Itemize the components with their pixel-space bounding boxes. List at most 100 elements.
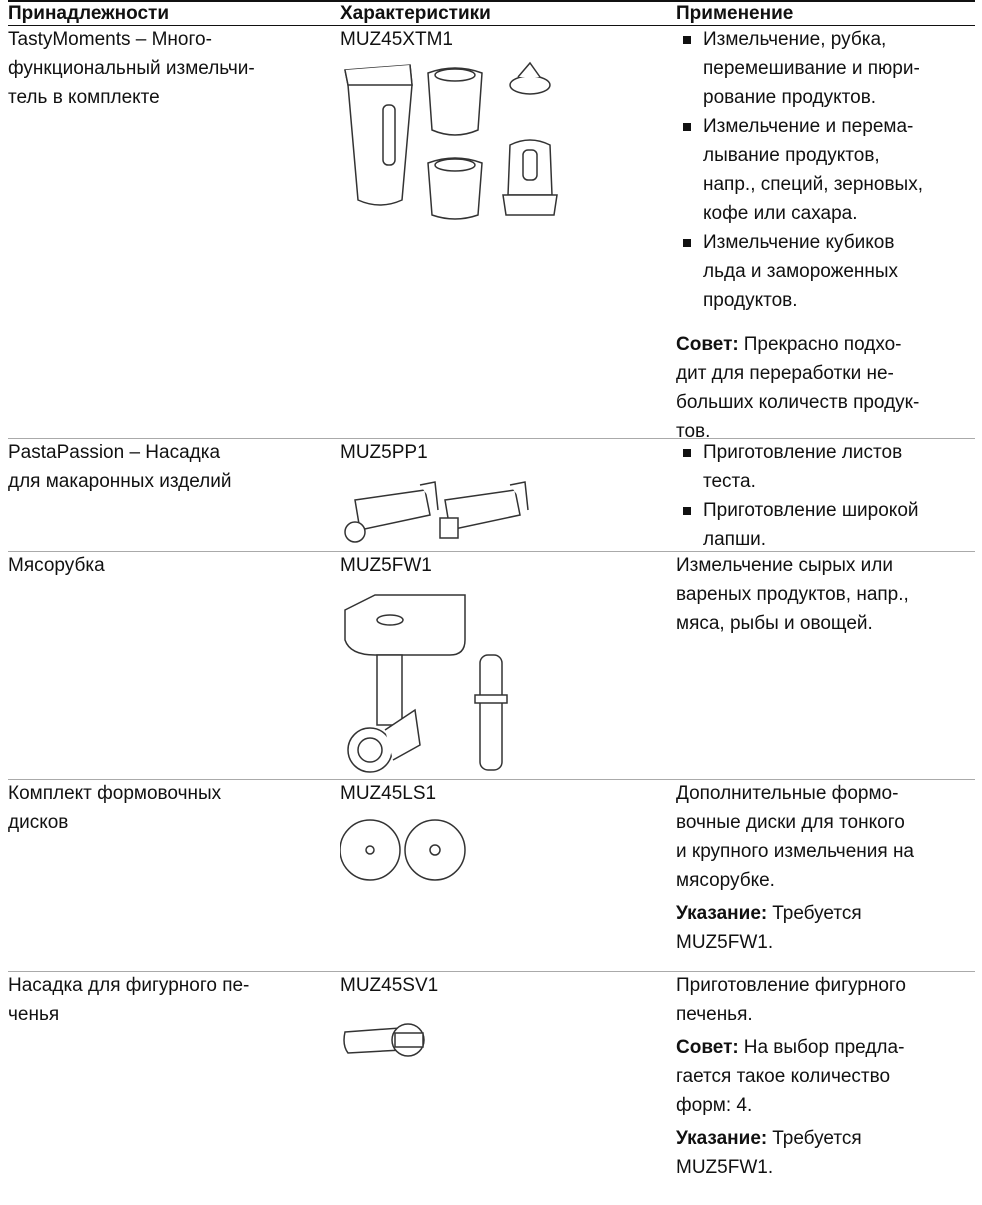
- note-line: тов.: [676, 417, 976, 446]
- bullet-item: Измельчение и перема-лывание продуктов, н…: [676, 112, 976, 228]
- usage-line: вареных продуктов, напр.,: [676, 584, 909, 605]
- accessory-line: Комплект формовочных: [8, 783, 222, 804]
- bullet-item: Измельчение, рубка, перемешивание и пюри-…: [676, 25, 976, 112]
- usage-line: и крупного измельчения на: [676, 841, 915, 862]
- model-cell: MUZ45LS1: [340, 779, 665, 808]
- bullet-line: Измельчение, рубка,: [703, 29, 887, 50]
- discs-image: [340, 819, 466, 881]
- model-number: MUZ45SV1: [340, 975, 439, 996]
- accessory-line: TastyMoments – Много-: [8, 29, 212, 50]
- note-text: дит для переработки не-: [676, 363, 894, 384]
- note-line: больших количеств продук-: [676, 388, 976, 417]
- usage-line: Приготовление фигурного: [676, 975, 906, 996]
- model-cell: MUZ5PP1: [340, 438, 665, 467]
- note-label: Совет:: [676, 334, 739, 355]
- header-text: Характеристики: [340, 3, 491, 24]
- note: Указание: Требуется MUZ5FW1.: [676, 899, 976, 957]
- top-rule: [8, 0, 975, 2]
- accessory-line: дисков: [8, 812, 69, 833]
- accessory-cell: Комплект формовочных дисков: [8, 779, 333, 837]
- accessory-line: PastaPassion – Насадка: [8, 442, 221, 463]
- model-number: MUZ5PP1: [340, 442, 428, 463]
- model-number: MUZ45LS1: [340, 783, 437, 804]
- note-line: MUZ5FW1.: [676, 928, 976, 957]
- row-rule: [8, 438, 975, 439]
- accessory-line: тель в комплекте: [8, 87, 160, 108]
- bullet-line: лывание продуктов,: [703, 145, 880, 166]
- note-line: гается такое количество: [676, 1062, 976, 1091]
- bullet-line: напр., специй, зерновых,: [703, 174, 923, 195]
- bullet-item: Приготовление листов теста.: [676, 438, 976, 496]
- cookie-attachment-image: [343, 1023, 425, 1057]
- bullet-item: Приготовление широкой лапши.: [676, 496, 976, 554]
- header-cell: Применение: [676, 0, 976, 28]
- model-cell: MUZ5FW1: [340, 551, 665, 580]
- accessory-cell: PastaPassion – Насадка для макаронных изд…: [8, 438, 333, 496]
- tastymoments-image: [344, 61, 558, 220]
- usage-line: мясорубке.: [676, 870, 775, 891]
- header-text: Принадлежности: [8, 3, 170, 24]
- note-text: MUZ5FW1.: [676, 1157, 774, 1178]
- note-text: Требуется: [772, 903, 862, 924]
- note-label: Указание:: [676, 1128, 768, 1149]
- accessory-cell: Насадка для фигурного пе-ченья: [8, 971, 333, 1029]
- bullet-line: Измельчение кубиков: [703, 232, 895, 253]
- bullet-line: Приготовление широкой: [703, 500, 919, 521]
- note-line: Совет: На выбор предла-: [676, 1033, 976, 1062]
- usage-cell: Измельчение, рубка, перемешивание и пюри-…: [676, 25, 976, 446]
- bullet-line: лапши.: [703, 529, 767, 550]
- note-text: MUZ5FW1.: [676, 932, 774, 953]
- note-label: Указание:: [676, 903, 768, 924]
- note-text: Требуется: [772, 1128, 862, 1149]
- bullet-item: Измельчение кубиков льда и замороженных пр…: [676, 228, 976, 315]
- usage-cell: Приготовление фигурного печенья. Совет: На …: [676, 971, 976, 1182]
- note-line: MUZ5FW1.: [676, 1153, 976, 1182]
- bullet-line: льда и замороженных: [703, 261, 899, 282]
- model-cell: MUZ45SV1: [340, 971, 665, 1000]
- bullet-line: перемешивание и пюри-: [703, 58, 920, 79]
- usage-line: Измельчение сырых или: [676, 555, 893, 576]
- usage-cell: Приготовление листов теста. Приготовление …: [676, 438, 976, 554]
- header-text: Применение: [676, 3, 794, 24]
- bullet-line: теста.: [703, 471, 756, 492]
- header-cell: Принадлежности: [8, 0, 333, 28]
- note-text: гается такое количество: [676, 1066, 891, 1087]
- note-text: тов.: [676, 421, 711, 442]
- usage-line: печенья.: [676, 1004, 753, 1025]
- note: Совет: Прекрасно подхо-дит для переработк…: [676, 330, 976, 446]
- note-label: Совет:: [676, 1037, 739, 1058]
- bullet-line: Измельчение и перема-: [703, 116, 914, 137]
- usage-line: Дополнительные формо-: [676, 783, 899, 804]
- bullet-line: кофе или сахара.: [703, 203, 858, 224]
- usage-cell: Измельчение сырых или вареных продуктов, …: [676, 551, 976, 638]
- row-rule: [8, 971, 975, 972]
- bullet-line: Приготовление листов: [703, 442, 903, 463]
- row-rule: [8, 551, 975, 552]
- note-text: Прекрасно подхо-: [743, 334, 902, 355]
- accessory-line: Мясорубка: [8, 555, 105, 576]
- note-line: Совет: Прекрасно подхо-: [676, 330, 976, 359]
- header-rule: [8, 25, 975, 26]
- accessory-line: для макаронных изделий: [8, 471, 232, 492]
- accessory-line: функциональный измельчи-: [8, 58, 255, 79]
- note-text: форм: 4.: [676, 1095, 753, 1116]
- model-number: MUZ5FW1: [340, 555, 432, 576]
- pastapassion-image: [344, 481, 529, 543]
- usage-line: мяса, рыбы и овощей.: [676, 613, 873, 634]
- bullet-line: продуктов.: [703, 290, 798, 311]
- bullet-line: рование продуктов.: [703, 87, 877, 108]
- note-line: дит для переработки не-: [676, 359, 976, 388]
- note-line: форм: 4.: [676, 1091, 976, 1120]
- usage-cell: Дополнительные формо-вочные диски для то…: [676, 779, 976, 957]
- accessory-line: ченья: [8, 1004, 60, 1025]
- row-rule: [8, 779, 975, 780]
- note: Совет: На выбор предла-гается такое колич…: [676, 1033, 976, 1120]
- accessory-line: Насадка для фигурного пе-: [8, 975, 250, 996]
- model-number: MUZ45XTM1: [340, 29, 453, 50]
- accessory-cell: Мясорубка: [8, 551, 333, 580]
- note-text: На выбор предла-: [743, 1037, 905, 1058]
- grinder-image: [344, 594, 508, 773]
- note-line: Указание: Требуется: [676, 899, 976, 928]
- accessory-cell: TastyMoments – Много-функциональный изме…: [8, 25, 333, 112]
